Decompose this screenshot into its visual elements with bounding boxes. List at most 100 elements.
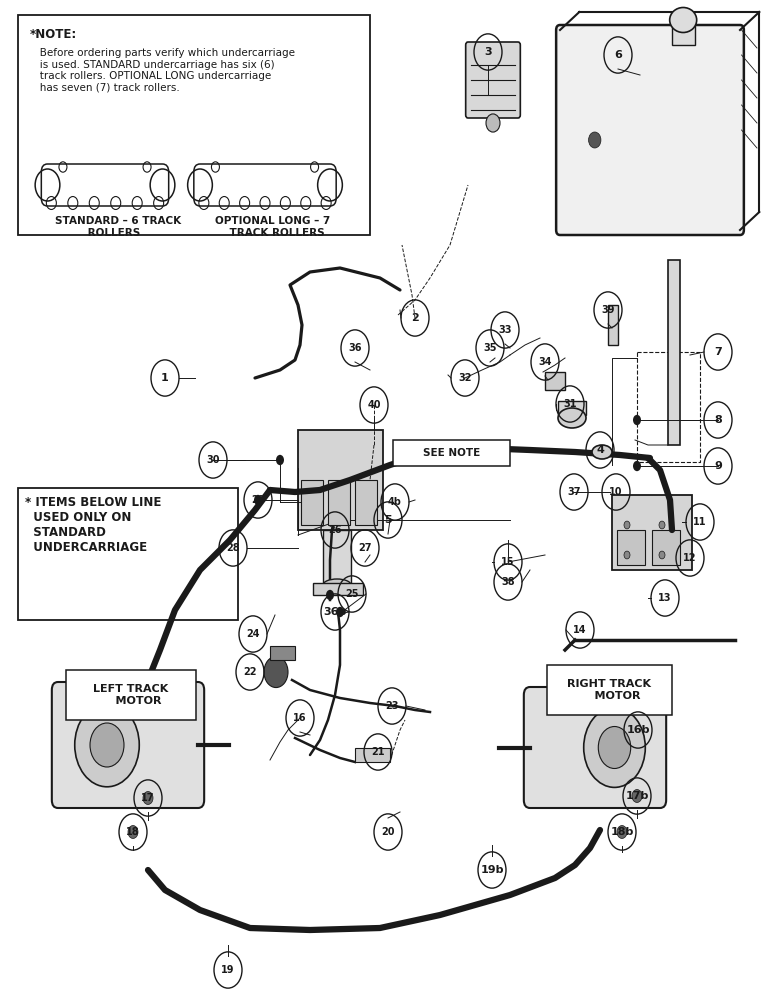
Circle shape: [90, 723, 124, 767]
Circle shape: [588, 132, 601, 148]
Ellipse shape: [558, 408, 586, 428]
Text: 17b: 17b: [625, 791, 648, 801]
FancyBboxPatch shape: [42, 164, 168, 206]
Text: 9: 9: [714, 461, 722, 471]
Text: 27: 27: [358, 543, 372, 553]
Text: 13: 13: [659, 593, 672, 603]
Circle shape: [633, 461, 641, 471]
Text: 23: 23: [385, 701, 399, 711]
Text: 7: 7: [714, 347, 722, 357]
Bar: [301, 480, 323, 525]
Text: 33: 33: [498, 325, 512, 335]
Text: RIGHT TRACK
    MOTOR: RIGHT TRACK MOTOR: [567, 679, 652, 701]
Ellipse shape: [669, 7, 696, 32]
Circle shape: [276, 455, 284, 465]
Text: 5: 5: [384, 515, 392, 525]
Circle shape: [633, 415, 641, 425]
Bar: [612, 495, 692, 570]
Text: 3: 3: [484, 47, 492, 57]
FancyBboxPatch shape: [66, 670, 196, 720]
Circle shape: [326, 590, 334, 600]
Text: 16: 16: [293, 713, 306, 723]
Text: 22: 22: [243, 667, 257, 677]
FancyBboxPatch shape: [524, 687, 666, 808]
FancyBboxPatch shape: [556, 25, 744, 235]
Text: 8: 8: [714, 415, 722, 425]
Bar: [545, 372, 565, 390]
Bar: [328, 480, 350, 525]
Circle shape: [486, 114, 500, 132]
Text: LEFT TRACK
    MOTOR: LEFT TRACK MOTOR: [93, 684, 168, 706]
Circle shape: [143, 792, 153, 804]
FancyBboxPatch shape: [547, 665, 672, 715]
Circle shape: [264, 656, 288, 688]
Circle shape: [75, 703, 139, 787]
Text: 31: 31: [564, 399, 577, 409]
Bar: [617, 530, 645, 565]
Text: 15: 15: [501, 557, 515, 567]
Text: 39: 39: [601, 305, 615, 315]
Text: 34: 34: [538, 357, 552, 367]
FancyBboxPatch shape: [194, 164, 336, 206]
Text: 32: 32: [459, 373, 472, 383]
Circle shape: [632, 790, 642, 802]
Text: 11: 11: [693, 517, 706, 527]
Text: 10: 10: [609, 487, 623, 497]
Text: 37: 37: [567, 487, 581, 497]
Bar: [355, 480, 377, 525]
Circle shape: [336, 607, 344, 617]
Text: 28: 28: [226, 543, 240, 553]
Text: SEE NOTE: SEE NOTE: [423, 448, 480, 458]
Bar: [323, 530, 351, 585]
Circle shape: [128, 826, 138, 838]
Circle shape: [617, 826, 627, 838]
Circle shape: [659, 521, 665, 529]
Text: OPTIONAL LONG – 7
    TRACK ROLLERS: OPTIONAL LONG – 7 TRACK ROLLERS: [215, 216, 330, 238]
Text: 21: 21: [371, 747, 384, 757]
Text: *NOTE:: *NOTE:: [30, 28, 77, 41]
Circle shape: [659, 551, 665, 559]
Text: 20: 20: [381, 827, 394, 837]
Bar: [270, 646, 295, 660]
Text: 25: 25: [345, 589, 359, 599]
Text: 19: 19: [222, 965, 235, 975]
FancyBboxPatch shape: [466, 42, 520, 118]
Circle shape: [624, 521, 630, 529]
Bar: [652, 530, 680, 565]
Text: STANDARD – 6 TRACK
         ROLLERS: STANDARD – 6 TRACK ROLLERS: [55, 216, 181, 238]
Text: 14: 14: [574, 625, 587, 635]
Text: * ITEMS BELOW LINE
  USED ONLY ON
  STANDARD
  UNDERCARRIAGE: * ITEMS BELOW LINE USED ONLY ON STANDARD…: [25, 496, 161, 554]
Bar: [668, 260, 680, 445]
Text: 36: 36: [348, 343, 362, 353]
Text: 18b: 18b: [611, 827, 634, 837]
Bar: [608, 305, 618, 345]
FancyBboxPatch shape: [18, 488, 238, 620]
Ellipse shape: [323, 579, 351, 591]
Circle shape: [624, 551, 630, 559]
Text: 4: 4: [596, 445, 604, 455]
Text: 6: 6: [614, 50, 622, 60]
Bar: [558, 401, 586, 415]
Text: 19b: 19b: [480, 865, 504, 875]
Text: 12: 12: [683, 553, 697, 563]
Ellipse shape: [592, 445, 612, 459]
Text: 38: 38: [501, 577, 515, 587]
Text: 29: 29: [251, 495, 265, 505]
Circle shape: [598, 726, 631, 769]
Text: 35: 35: [483, 343, 496, 353]
Text: 40: 40: [367, 400, 381, 410]
Bar: [298, 430, 383, 530]
Text: 24: 24: [246, 629, 259, 639]
Text: 36b: 36b: [323, 607, 347, 617]
Text: 26: 26: [328, 525, 342, 535]
Text: 30: 30: [206, 455, 220, 465]
Text: Before ordering parts verify which undercarriage
   is used. STANDARD undercarri: Before ordering parts verify which under…: [30, 48, 295, 93]
FancyBboxPatch shape: [393, 440, 510, 466]
Text: 17: 17: [141, 793, 154, 803]
Text: 2: 2: [411, 313, 419, 323]
Circle shape: [254, 495, 262, 505]
Text: 4b: 4b: [388, 497, 402, 507]
Circle shape: [584, 708, 645, 787]
Bar: [313, 583, 363, 595]
Text: 16b: 16b: [626, 725, 650, 735]
